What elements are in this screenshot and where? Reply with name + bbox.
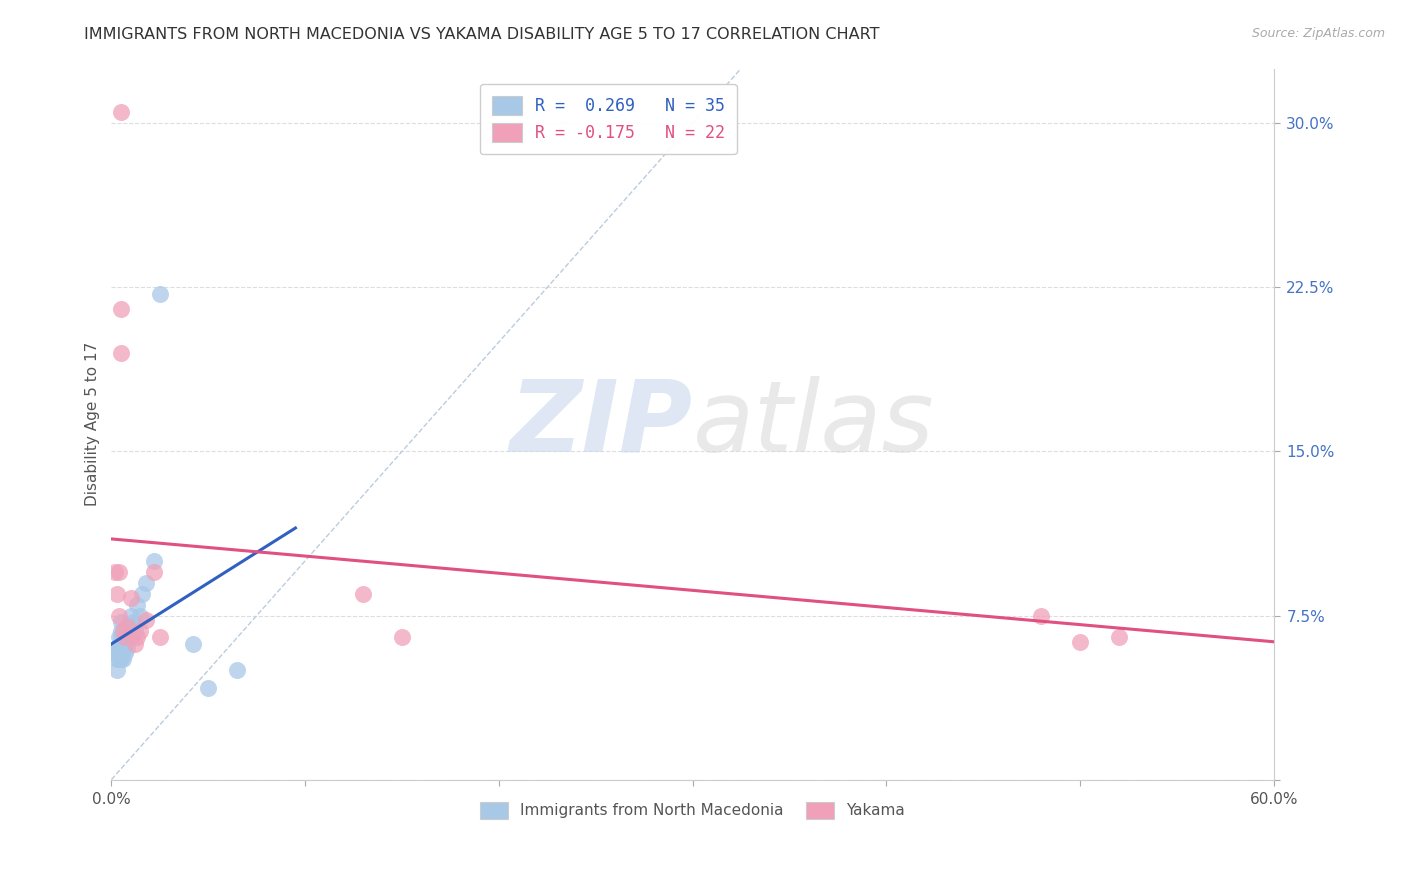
Point: [110, 652, 132, 666]
Point: [1031, 608, 1053, 623]
Text: IMMIGRANTS FROM NORTH MACEDONIA VS YAKAMA DISABILITY AGE 5 TO 17 CORRELATION CHA: IMMIGRANTS FROM NORTH MACEDONIA VS YAKAM…: [84, 27, 880, 42]
Point: [105, 587, 128, 601]
Point: [110, 105, 132, 120]
Point: [391, 631, 413, 645]
Point: [129, 608, 152, 623]
Point: [131, 587, 153, 601]
Point: [129, 624, 152, 638]
Point: [108, 565, 131, 579]
Point: [112, 631, 135, 645]
Text: Source: ZipAtlas.com: Source: ZipAtlas.com: [1251, 27, 1385, 40]
Point: [143, 554, 166, 568]
Point: [110, 302, 132, 317]
Point: [104, 565, 127, 579]
Point: [110, 615, 132, 629]
Point: [120, 631, 142, 645]
Point: [110, 646, 132, 660]
Legend: Immigrants from North Macedonia, Yakama: Immigrants from North Macedonia, Yakama: [474, 796, 911, 825]
Point: [197, 681, 219, 695]
Point: [1108, 631, 1130, 645]
Point: [181, 637, 204, 651]
Point: [114, 646, 136, 660]
Text: ZIP: ZIP: [509, 376, 693, 473]
Point: [115, 641, 138, 656]
Point: [114, 631, 136, 645]
Point: [105, 641, 128, 656]
Point: [120, 591, 142, 605]
Point: [115, 619, 138, 633]
Point: [135, 575, 157, 590]
Point: [143, 565, 166, 579]
Point: [124, 624, 146, 638]
Point: [108, 631, 131, 645]
Point: [124, 637, 146, 651]
Point: [118, 619, 141, 633]
Point: [110, 637, 132, 651]
Point: [121, 615, 143, 629]
Point: [112, 624, 135, 638]
Point: [149, 286, 172, 301]
Point: [110, 631, 132, 645]
Point: [112, 652, 135, 666]
Point: [105, 663, 128, 677]
Point: [104, 646, 127, 660]
Point: [114, 637, 136, 651]
Point: [125, 631, 148, 645]
Point: [125, 598, 148, 612]
Point: [112, 641, 135, 656]
Text: atlas: atlas: [693, 376, 934, 473]
Y-axis label: Disability Age 5 to 17: Disability Age 5 to 17: [86, 342, 100, 506]
Point: [226, 663, 249, 677]
Point: [108, 608, 131, 623]
Point: [108, 641, 131, 656]
Point: [108, 652, 131, 666]
Point: [105, 652, 128, 666]
Point: [114, 624, 136, 638]
Point: [352, 587, 374, 601]
Point: [149, 631, 172, 645]
Point: [110, 346, 132, 360]
Point: [1069, 634, 1091, 648]
Point: [135, 613, 157, 627]
Point: [110, 624, 132, 638]
Point: [120, 608, 142, 623]
Point: [115, 631, 138, 645]
